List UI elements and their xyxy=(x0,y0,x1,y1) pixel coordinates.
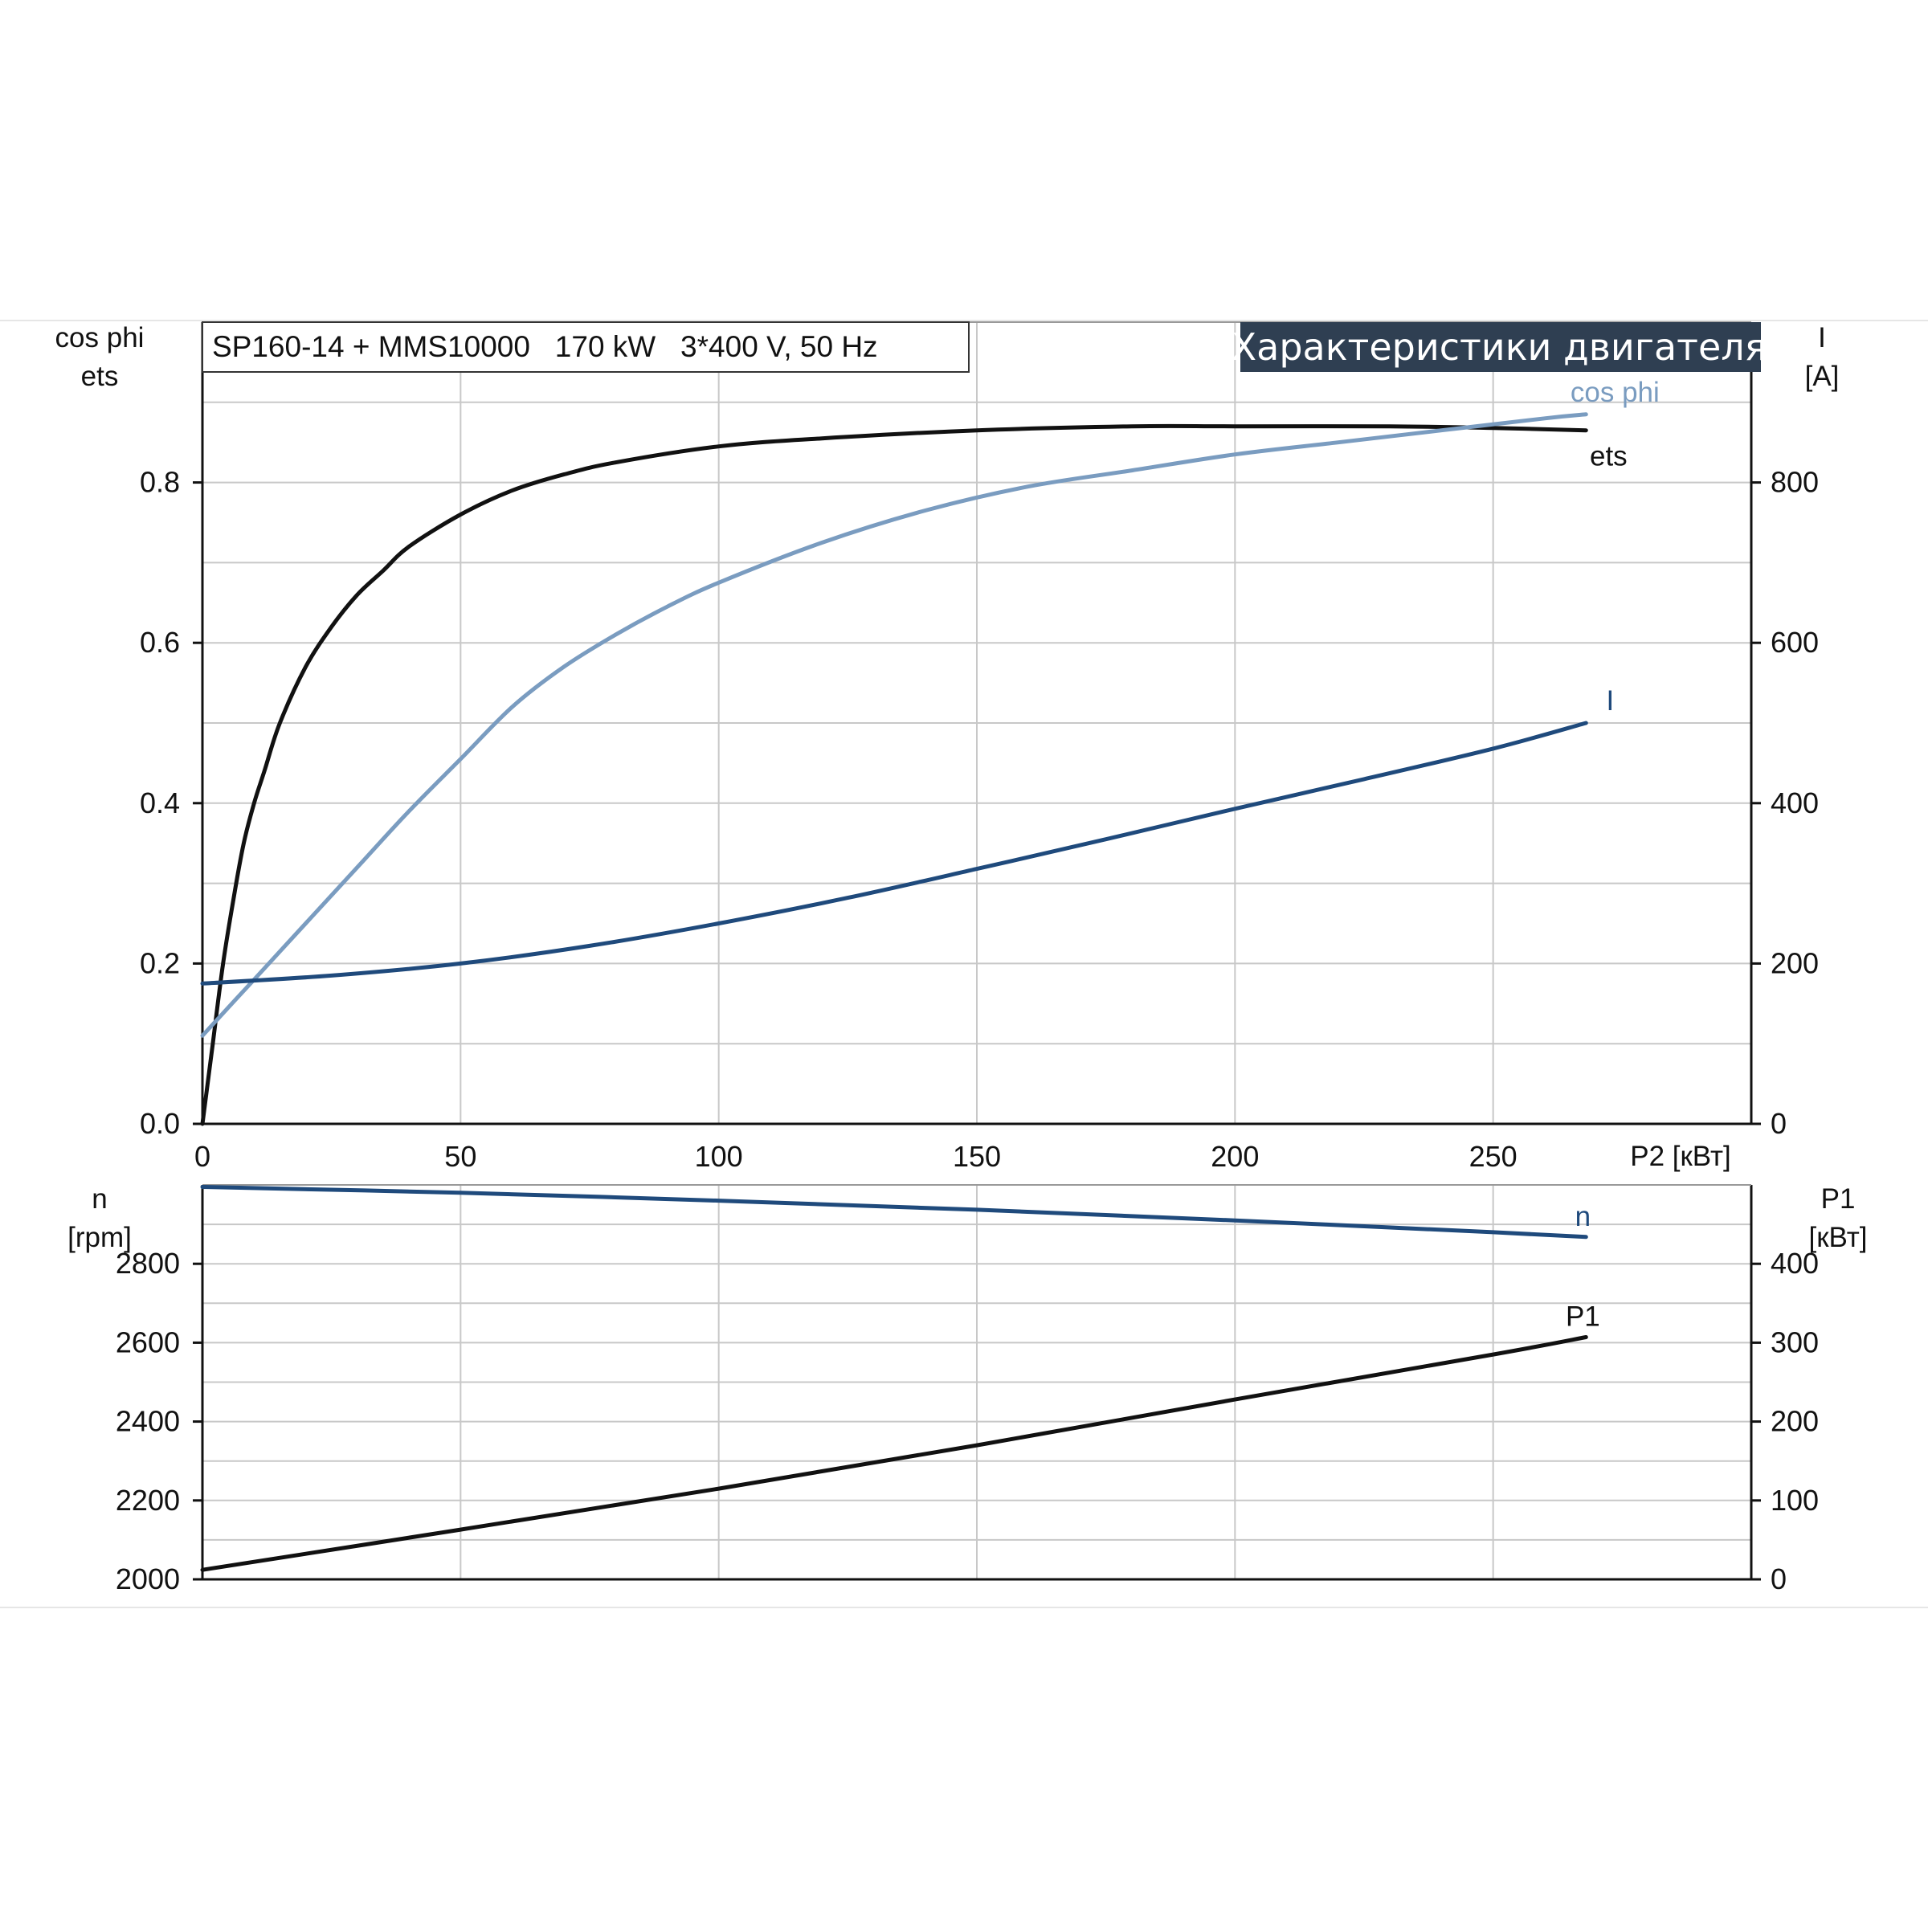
top-grid xyxy=(202,322,1751,1124)
series-label-i: I xyxy=(1606,685,1614,717)
right-tick-label: 300 xyxy=(1771,1325,1819,1358)
left-tick-label: 0.4 xyxy=(140,786,180,819)
info-box xyxy=(202,321,970,373)
info-text: SP160-14 + MMS10000 170 kW 3*400 V, 50 H… xyxy=(212,330,878,363)
series-label-n: n xyxy=(1575,1201,1591,1232)
left-tick-label: 2000 xyxy=(116,1562,180,1595)
left-tick-label: 2200 xyxy=(116,1484,180,1517)
series-line-p1 xyxy=(200,1335,1588,1572)
right-axis-title-bottom-line1: P1 xyxy=(1821,1183,1856,1215)
right-tick-label: 400 xyxy=(1771,786,1819,819)
right-tick-label: 200 xyxy=(1771,1405,1819,1438)
right-tick-label: 800 xyxy=(1771,466,1819,499)
series-line-n xyxy=(200,1185,1588,1240)
top-series: ets cos phi I xyxy=(200,377,1660,1126)
x-tick-label: 50 xyxy=(444,1140,476,1173)
right-axis-title-bottom-line2: [кВт] xyxy=(1809,1222,1868,1253)
right-axis-title-top-line2: [A] xyxy=(1805,361,1840,392)
left-axis-title-top-line2: ets xyxy=(81,361,119,392)
right-tick-label: 200 xyxy=(1771,946,1819,979)
bottom-grid xyxy=(202,1185,1751,1579)
x-tick-label: 0 xyxy=(194,1140,210,1173)
right-tick-label: 400 xyxy=(1771,1247,1819,1280)
left-axis-title-bottom-line2: [rpm] xyxy=(67,1222,132,1253)
left-tick-label: 2600 xyxy=(116,1325,180,1358)
left-tick-label: 0.8 xyxy=(140,466,180,499)
series-line-ets xyxy=(200,423,1588,1126)
title-banner xyxy=(1240,322,1761,372)
right-tick-label: 0 xyxy=(1771,1562,1787,1595)
top-tick-labels: 0.0 0.2 0.4 0.6 0.8 0 200 400 600 800 0 50 100 150 200… xyxy=(140,466,1819,1173)
x-axis-title: P2 [кВт] xyxy=(1630,1141,1731,1172)
left-tick-label: 2400 xyxy=(116,1405,180,1438)
left-tick-label: 2800 xyxy=(116,1247,180,1280)
left-tick-label: 0.0 xyxy=(140,1107,180,1140)
left-axis-title-top-line1: cos phi xyxy=(55,322,145,353)
series-label-ets: ets xyxy=(1590,441,1628,472)
x-tick-label: 100 xyxy=(695,1140,743,1173)
bottom-tick-labels: 2000 2200 2400 2600 2800 0 100 200 300 400 xyxy=(116,1247,1819,1595)
right-axis-title-top-line1: I xyxy=(1818,322,1826,353)
left-axis-title-bottom-line1: n xyxy=(92,1183,107,1215)
right-tick-label: 100 xyxy=(1771,1484,1819,1517)
x-tick-label: 200 xyxy=(1211,1140,1259,1173)
bottom-axes xyxy=(201,1184,1753,1581)
left-tick-label: 0.2 xyxy=(140,946,180,979)
bottom-panel: 2000 2200 2400 2600 2800 0 100 200 300 400 n P1 xyxy=(116,1184,1819,1595)
bottom-series: n P1 xyxy=(200,1185,1600,1572)
chart-title: Характеристики двигателя xyxy=(1232,325,1767,369)
right-tick-label: 0 xyxy=(1771,1107,1787,1140)
series-line-cos-phi xyxy=(200,412,1588,1038)
series-label-p1: P1 xyxy=(1566,1301,1600,1333)
x-tick-label: 150 xyxy=(953,1140,1001,1173)
left-tick-label: 0.6 xyxy=(140,626,180,659)
series-line-i xyxy=(200,721,1588,986)
series-label-cos-phi: cos phi xyxy=(1571,377,1660,408)
right-tick-label: 600 xyxy=(1771,626,1819,659)
x-tick-label: 250 xyxy=(1469,1140,1517,1173)
